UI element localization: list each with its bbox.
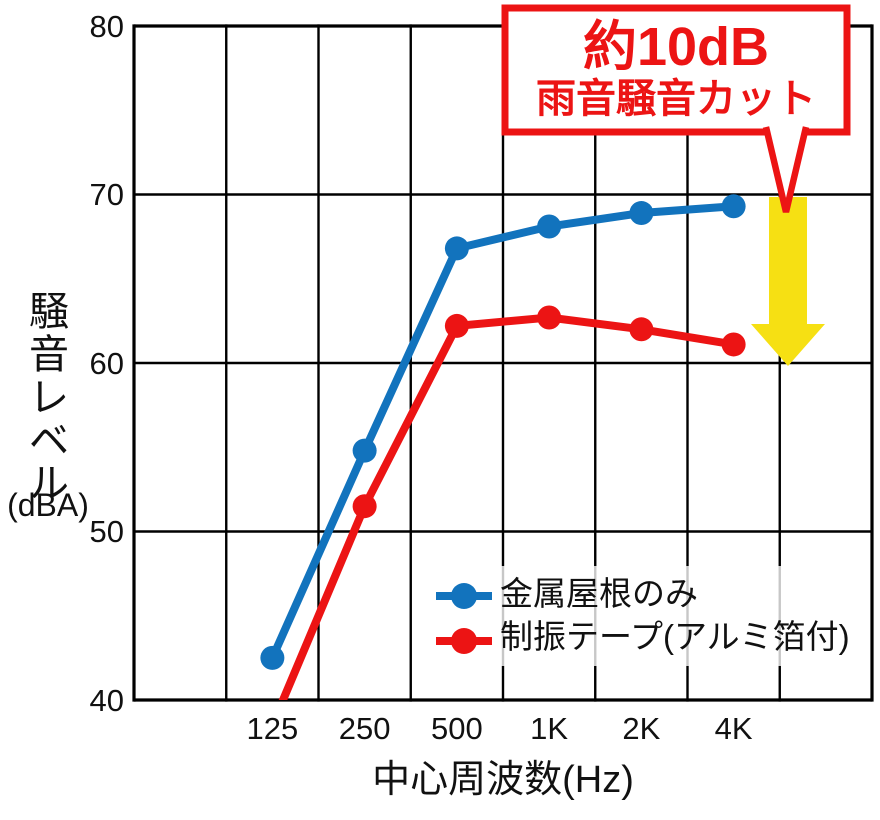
series-line [278, 313, 735, 700]
x-tick-label-125: 125 [246, 711, 299, 746]
data-point-marker [352, 494, 377, 519]
y-tick-label-80: 80 [89, 8, 124, 44]
legend-marker-dot [451, 583, 477, 609]
data-point-marker [721, 194, 746, 219]
x-tick-label-500: 500 [431, 711, 483, 746]
y-tick-label-70: 70 [89, 177, 124, 212]
y-axis-unit: (dBA) [7, 487, 89, 523]
data-point-marker [444, 236, 469, 261]
callout-title: 約10dB [582, 17, 770, 77]
legend-marker-dot [451, 628, 477, 654]
data-point-marker [629, 317, 654, 342]
legend-graphics [426, 566, 862, 666]
data-point-marker [260, 645, 285, 670]
callout-bubble [501, 4, 851, 213]
legend-background [426, 566, 862, 666]
legend-label-metal-roof-only: 金属屋根のみ [500, 575, 698, 612]
yellow-down-arrow-icon [751, 197, 825, 366]
y-tick-label-50: 50 [89, 514, 124, 549]
data-series [260, 194, 746, 700]
data-point-marker [444, 313, 469, 338]
series-line [268, 202, 734, 660]
y-axis-title: 騒音レベル [29, 290, 69, 506]
x-tick-label-1K: 1K [530, 711, 569, 746]
callout-subtitle: 雨音騒音カット [536, 77, 816, 121]
noise-reduction-arrow-icon [751, 197, 825, 366]
x-tick-label-4K: 4K [714, 711, 753, 746]
y-tick-label-60: 60 [89, 345, 124, 381]
data-point-marker [537, 305, 562, 330]
y-tick-label-40: 40 [89, 682, 124, 718]
callout-box [501, 4, 851, 136]
callout-pointer-tail [762, 126, 810, 213]
data-point-marker [629, 201, 654, 226]
data-point-marker [537, 214, 562, 239]
x-tick-label-2K: 2K [622, 711, 661, 746]
data-point-marker [352, 438, 377, 463]
x-axis-title: 中心周波数(Hz) [372, 759, 634, 801]
gridlines [132, 24, 874, 702]
data-point-marker [721, 332, 746, 357]
x-tick-label-250: 250 [338, 711, 391, 746]
legend-label-damping-tape: 制振テープ(アルミ箔付) [500, 618, 850, 655]
